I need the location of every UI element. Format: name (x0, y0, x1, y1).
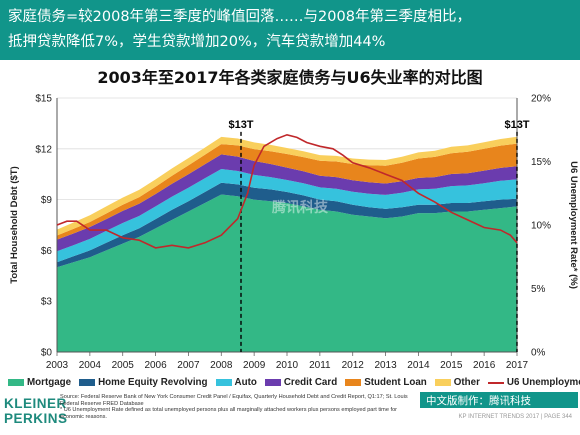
x-tick-label: 2013 (374, 360, 397, 371)
x-tick-label: 2011 (309, 360, 331, 371)
x-tick-label: 2006 (144, 360, 167, 371)
debt-unemployment-chart: $0 $3 $6 $9 $12 $15 0% 5% 10% 15% 20% 2003 2004 2005 2… (9, 94, 579, 372)
x-tick-label: 2005 (112, 360, 135, 371)
banner-line-1: 家庭债务=较2008年第三季度的峰值回落……与2008年第三季度相比， (8, 9, 471, 25)
legend-swatch (264, 379, 281, 386)
y-tick-label: $0 (41, 348, 53, 359)
legend-label: Auto (234, 377, 257, 388)
x-tick-label: 2017 (506, 360, 529, 371)
area-credit-card (57, 154, 517, 252)
legend-label: U6 Unemployment* (506, 377, 580, 388)
y2-tick-label: 15% (531, 157, 551, 168)
y2-tick-label: 5% (531, 284, 546, 295)
watermark: 腾讯科技 (272, 199, 329, 216)
legend-swatch (345, 379, 362, 386)
page-number: KP INTERNET TRENDS 2017 | PAGE 344 (458, 414, 573, 420)
y2-tick-label: 20% (531, 94, 551, 105)
footer: KLEINER PERKINS Source: Federal Reserve … (0, 390, 580, 435)
legend-item: Home Equity Revolving (79, 377, 208, 388)
y-tick-label: $12 (35, 144, 52, 155)
translation-credit: 中文版制作：腾讯科技 (420, 392, 578, 408)
banner-line-2: 抵押贷款降低7%，学生贷款增加20%，汽车贷款增加44% (8, 34, 386, 50)
watermark: 腾讯科技 (132, 105, 189, 122)
chart-legend: Mortgage Home Equity Revolving Auto Credit … (8, 377, 580, 388)
y-tick-label: $15 (35, 94, 52, 105)
legend-label: Credit Card (283, 377, 338, 388)
legend-item: Auto (215, 377, 257, 388)
annotation-label: $13T (228, 119, 253, 131)
y-tick-label: $3 (41, 297, 53, 308)
x-tick-label: 2016 (473, 360, 496, 371)
legend-swatch (215, 379, 232, 386)
watermark: 腾讯科技 (442, 105, 499, 122)
legend-label: Student Loan (364, 377, 427, 388)
chart-title: 2003年至2017年各类家庭债务与U6失业率的对比图 (97, 68, 483, 87)
legend-swatch (79, 379, 96, 386)
area-mortgage (57, 194, 517, 352)
area-other (57, 136, 517, 236)
header-banner: 家庭债务=较2008年第三季度的峰值回落……与2008年第三季度相比， 抵押贷款… (0, 0, 580, 60)
area-home-equity-revolving (57, 182, 517, 268)
area-student-loan (57, 143, 517, 240)
y-tick-label: $9 (41, 195, 53, 206)
legend-label: Home Equity Revolving (98, 377, 208, 388)
x-tick-label: 2008 (210, 360, 233, 371)
x-tick-label: 2010 (276, 360, 299, 371)
legend-item: U6 Unemployment* (487, 377, 580, 388)
legend-item: Mortgage (8, 377, 71, 388)
legend-swatch (8, 379, 24, 386)
y-tick-label: $6 (41, 246, 53, 257)
x-tick-label: 2003 (46, 360, 69, 371)
area-auto (57, 169, 517, 263)
annotation-label: $13T (504, 119, 529, 131)
x-tick-label: 2015 (440, 360, 463, 371)
legend-label: Other (453, 377, 480, 388)
legend-item: Student Loan (345, 377, 427, 388)
y2-tick-label: 10% (531, 221, 551, 232)
y-axis-label: Total Household Debt ($T) (9, 166, 20, 284)
x-tick-label: 2007 (177, 360, 200, 371)
legend-item: Credit Card (264, 377, 338, 388)
kleiner-perkins-logo: KLEINER PERKINS (4, 396, 68, 426)
line-u6-unemployment (56, 133, 518, 249)
x-tick-label: 2012 (342, 360, 365, 371)
y2-tick-label: 0% (531, 348, 546, 359)
x-tick-label: 2014 (407, 360, 430, 371)
y2-axis-label: U6 Unemployment Rate* (%) (568, 161, 579, 289)
x-tick-label: 2009 (243, 360, 266, 371)
legend-item: Other (434, 377, 480, 388)
source-note: Source: Federal Reserve Bank of New York… (60, 394, 408, 420)
legend-label: Mortgage (27, 377, 72, 388)
legend-swatch (434, 379, 451, 386)
x-tick-label: 2004 (79, 360, 102, 371)
legend-line-swatch (487, 381, 504, 384)
